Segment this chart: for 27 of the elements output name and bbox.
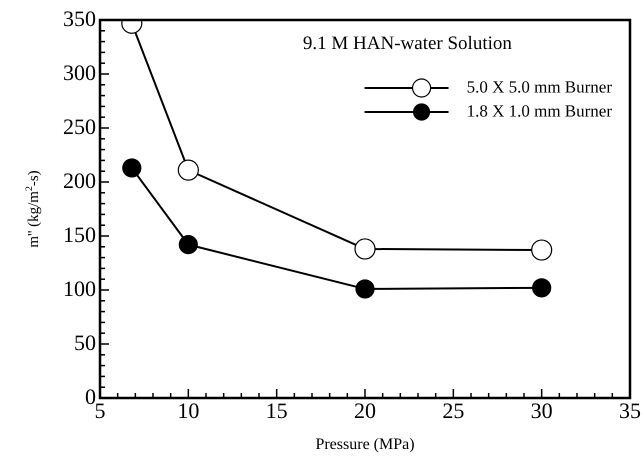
point	[355, 279, 375, 299]
x-tick-label: 20	[354, 398, 376, 423]
x-tick-label: 30	[530, 398, 553, 423]
text: 9.1 M HAN-water Solution	[302, 32, 512, 54]
x-axis-title: Pressure (MPa)	[315, 436, 415, 453]
x-tick-label: 10	[177, 398, 200, 423]
legend-label: 1.8 X 1.0 mm Burner	[466, 101, 612, 120]
y-axis-title: m'' (kg/m2-s)	[24, 170, 42, 248]
x-tick-label: 15	[266, 398, 288, 423]
x-tick-label: 5	[94, 398, 106, 423]
y-tick-label: 350	[63, 6, 96, 31]
y-tick-label: 100	[63, 276, 96, 301]
x-tick-label: 35	[619, 398, 641, 423]
x-tick-label: 25	[442, 398, 464, 423]
point	[532, 278, 552, 298]
point	[122, 158, 142, 178]
y-tick-label: 200	[63, 168, 96, 193]
y-tick-label: 150	[63, 222, 96, 247]
y-tick-label: 50	[74, 330, 96, 355]
point	[178, 160, 199, 181]
point	[178, 235, 198, 254]
point	[531, 239, 552, 261]
point	[354, 238, 376, 260]
legend-label: 5.0 X 5.0 mm Burner	[466, 77, 612, 96]
y-tick-label: 250	[63, 114, 96, 139]
y-tick-label: 0	[85, 384, 96, 409]
y-tick-label: 300	[63, 60, 96, 85]
